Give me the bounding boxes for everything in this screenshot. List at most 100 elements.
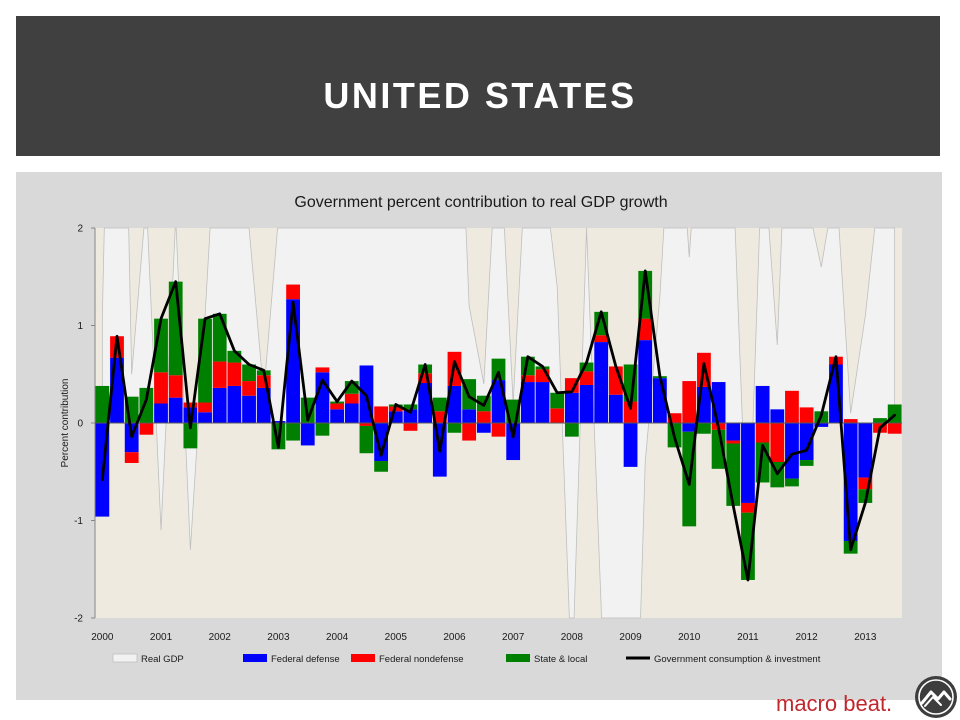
legend-item-real-gdp: Real GDP bbox=[112, 653, 184, 665]
bar-federal-nondefense-52 bbox=[858, 477, 873, 490]
bar-federal-defense-10 bbox=[242, 395, 256, 423]
bar-federal-nondefense-16 bbox=[330, 403, 344, 410]
legend-item-federal-nondefense: Federal nondefense bbox=[351, 654, 464, 665]
bar-federal-nondefense-3 bbox=[139, 423, 154, 435]
bar-federal-nondefense-10 bbox=[242, 381, 256, 396]
legend-label-federal-nondefense: Federal nondefense bbox=[379, 654, 464, 665]
bar-federal-nondefense-19 bbox=[374, 406, 389, 423]
bar-state-local-21 bbox=[403, 404, 418, 410]
bar-federal-nondefense-25 bbox=[462, 423, 477, 441]
bar-federal-nondefense-15 bbox=[315, 367, 330, 373]
logo-mountain-mark bbox=[920, 690, 952, 705]
bar-federal-defense-25 bbox=[462, 409, 477, 423]
bar-federal-nondefense-13 bbox=[286, 284, 300, 300]
brand-name: macro beat. bbox=[776, 691, 892, 716]
x-tick-label: 2009 bbox=[619, 632, 642, 643]
bar-state-local-32 bbox=[564, 423, 579, 437]
bar-federal-defense-34 bbox=[594, 342, 609, 423]
bar-federal-defense-9 bbox=[227, 385, 242, 423]
bar-state-local-53 bbox=[873, 418, 887, 424]
bar-state-local-18 bbox=[359, 425, 374, 454]
logo-ring bbox=[918, 679, 954, 715]
legend-label-real-gdp: Real GDP bbox=[141, 654, 184, 665]
bar-federal-defense-29 bbox=[520, 382, 535, 423]
bar-federal-nondefense-18 bbox=[359, 423, 374, 426]
y-axis-title: Percent contribution bbox=[60, 379, 71, 468]
bar-federal-nondefense-5 bbox=[168, 375, 183, 398]
bar-federal-defense-12 bbox=[271, 421, 286, 423]
x-tick-label: 2013 bbox=[854, 632, 877, 643]
x-tick-label: 2003 bbox=[267, 632, 290, 643]
bar-federal-defense-24 bbox=[447, 385, 462, 423]
bar-federal-nondefense-9 bbox=[227, 362, 242, 386]
bar-state-local-27 bbox=[491, 358, 506, 381]
logo-mountain-mark-inner bbox=[924, 696, 942, 707]
bar-federal-nondefense-29 bbox=[520, 375, 535, 383]
bar-federal-nondefense-44 bbox=[741, 502, 755, 513]
axes-layer: 2 1 0 -1 -2 2000 2001 2002 2003 2004 2005 2006 2007 2… bbox=[74, 224, 902, 643]
bar-state-local-41 bbox=[697, 423, 711, 434]
bar-federal-defense-14 bbox=[300, 423, 315, 446]
bar-state-local-15 bbox=[315, 423, 330, 436]
legend-label-federal-defense: Federal defense bbox=[271, 654, 340, 665]
x-tick-label: 2006 bbox=[443, 632, 466, 643]
bar-state-local-9 bbox=[227, 350, 242, 363]
total-line-layer bbox=[100, 269, 897, 582]
y-tick-label: 0 bbox=[77, 419, 83, 430]
legend-swatch-state-local bbox=[506, 654, 530, 662]
bar-federal-nondefense-31 bbox=[550, 408, 565, 424]
x-tick-label: 2004 bbox=[326, 632, 349, 643]
chart-title: Government percent contribution to real … bbox=[294, 194, 667, 211]
bar-federal-defense-40 bbox=[682, 423, 697, 432]
bar-federal-defense-5 bbox=[168, 397, 183, 423]
bar-federal-defense-21 bbox=[403, 409, 418, 423]
bar-state-local-8 bbox=[212, 313, 227, 362]
bar-federal-nondefense-51 bbox=[843, 419, 858, 423]
y-tick-label: -1 bbox=[74, 516, 83, 527]
chart-legend: Real GDP Federal defense Federal nondefe… bbox=[112, 653, 821, 665]
x-tick-label: 2001 bbox=[150, 632, 173, 643]
legend-item-government-consumption-investment: Government consumption & investment bbox=[626, 654, 821, 665]
bar-federal-defense-36 bbox=[623, 423, 638, 467]
bar-federal-nondefense-46 bbox=[770, 423, 785, 462]
bar-state-local-10 bbox=[242, 364, 256, 382]
bar-federal-defense-7 bbox=[198, 412, 212, 423]
bar-federal-defense-37 bbox=[638, 340, 653, 424]
bar-state-local-6 bbox=[183, 423, 198, 449]
header-bar bbox=[16, 16, 940, 156]
x-tick-label: 2007 bbox=[502, 632, 525, 643]
legend-label-state-local: State & local bbox=[534, 654, 587, 665]
bar-federal-nondefense-40 bbox=[682, 381, 697, 423]
bar-federal-nondefense-7 bbox=[198, 402, 212, 413]
bar-state-local-24 bbox=[447, 423, 462, 433]
bar-federal-nondefense-6 bbox=[183, 402, 198, 408]
legend-swatch-real-gdp bbox=[112, 653, 138, 663]
bar-federal-defense-47 bbox=[785, 423, 799, 479]
bar-federal-defense-20 bbox=[388, 411, 403, 423]
bar-federal-defense-8 bbox=[212, 387, 227, 423]
bar-state-local-23 bbox=[432, 397, 447, 412]
bar-state-local-3 bbox=[139, 387, 154, 423]
bar-federal-defense-43 bbox=[726, 423, 741, 441]
bar-federal-nondefense-43 bbox=[726, 440, 741, 444]
bar-federal-nondefense-37 bbox=[638, 318, 653, 341]
bar-federal-nondefense-22 bbox=[418, 373, 433, 384]
bar-federal-defense-17 bbox=[344, 403, 359, 423]
bar-state-local-19 bbox=[374, 461, 389, 472]
bar-federal-nondefense-26 bbox=[476, 411, 491, 423]
bar-federal-nondefense-27 bbox=[491, 423, 506, 437]
legend-label-government-consumption-investment: Government consumption & investment bbox=[654, 654, 821, 665]
bar-state-local-13 bbox=[286, 423, 300, 441]
bar-state-local-47 bbox=[785, 478, 799, 487]
bar-federal-nondefense-34 bbox=[594, 335, 609, 343]
bar-federal-nondefense-47 bbox=[785, 390, 799, 423]
bar-federal-nondefense-33 bbox=[579, 371, 594, 385]
bar-federal-defense-19 bbox=[374, 423, 389, 462]
bar-federal-defense-11 bbox=[256, 387, 271, 423]
bar-federal-defense-33 bbox=[579, 384, 594, 423]
bar-federal-defense-26 bbox=[476, 423, 491, 433]
bar-federal-defense-52 bbox=[858, 423, 873, 478]
y-tick-label: 2 bbox=[77, 224, 83, 235]
bar-federal-defense-30 bbox=[535, 382, 550, 423]
